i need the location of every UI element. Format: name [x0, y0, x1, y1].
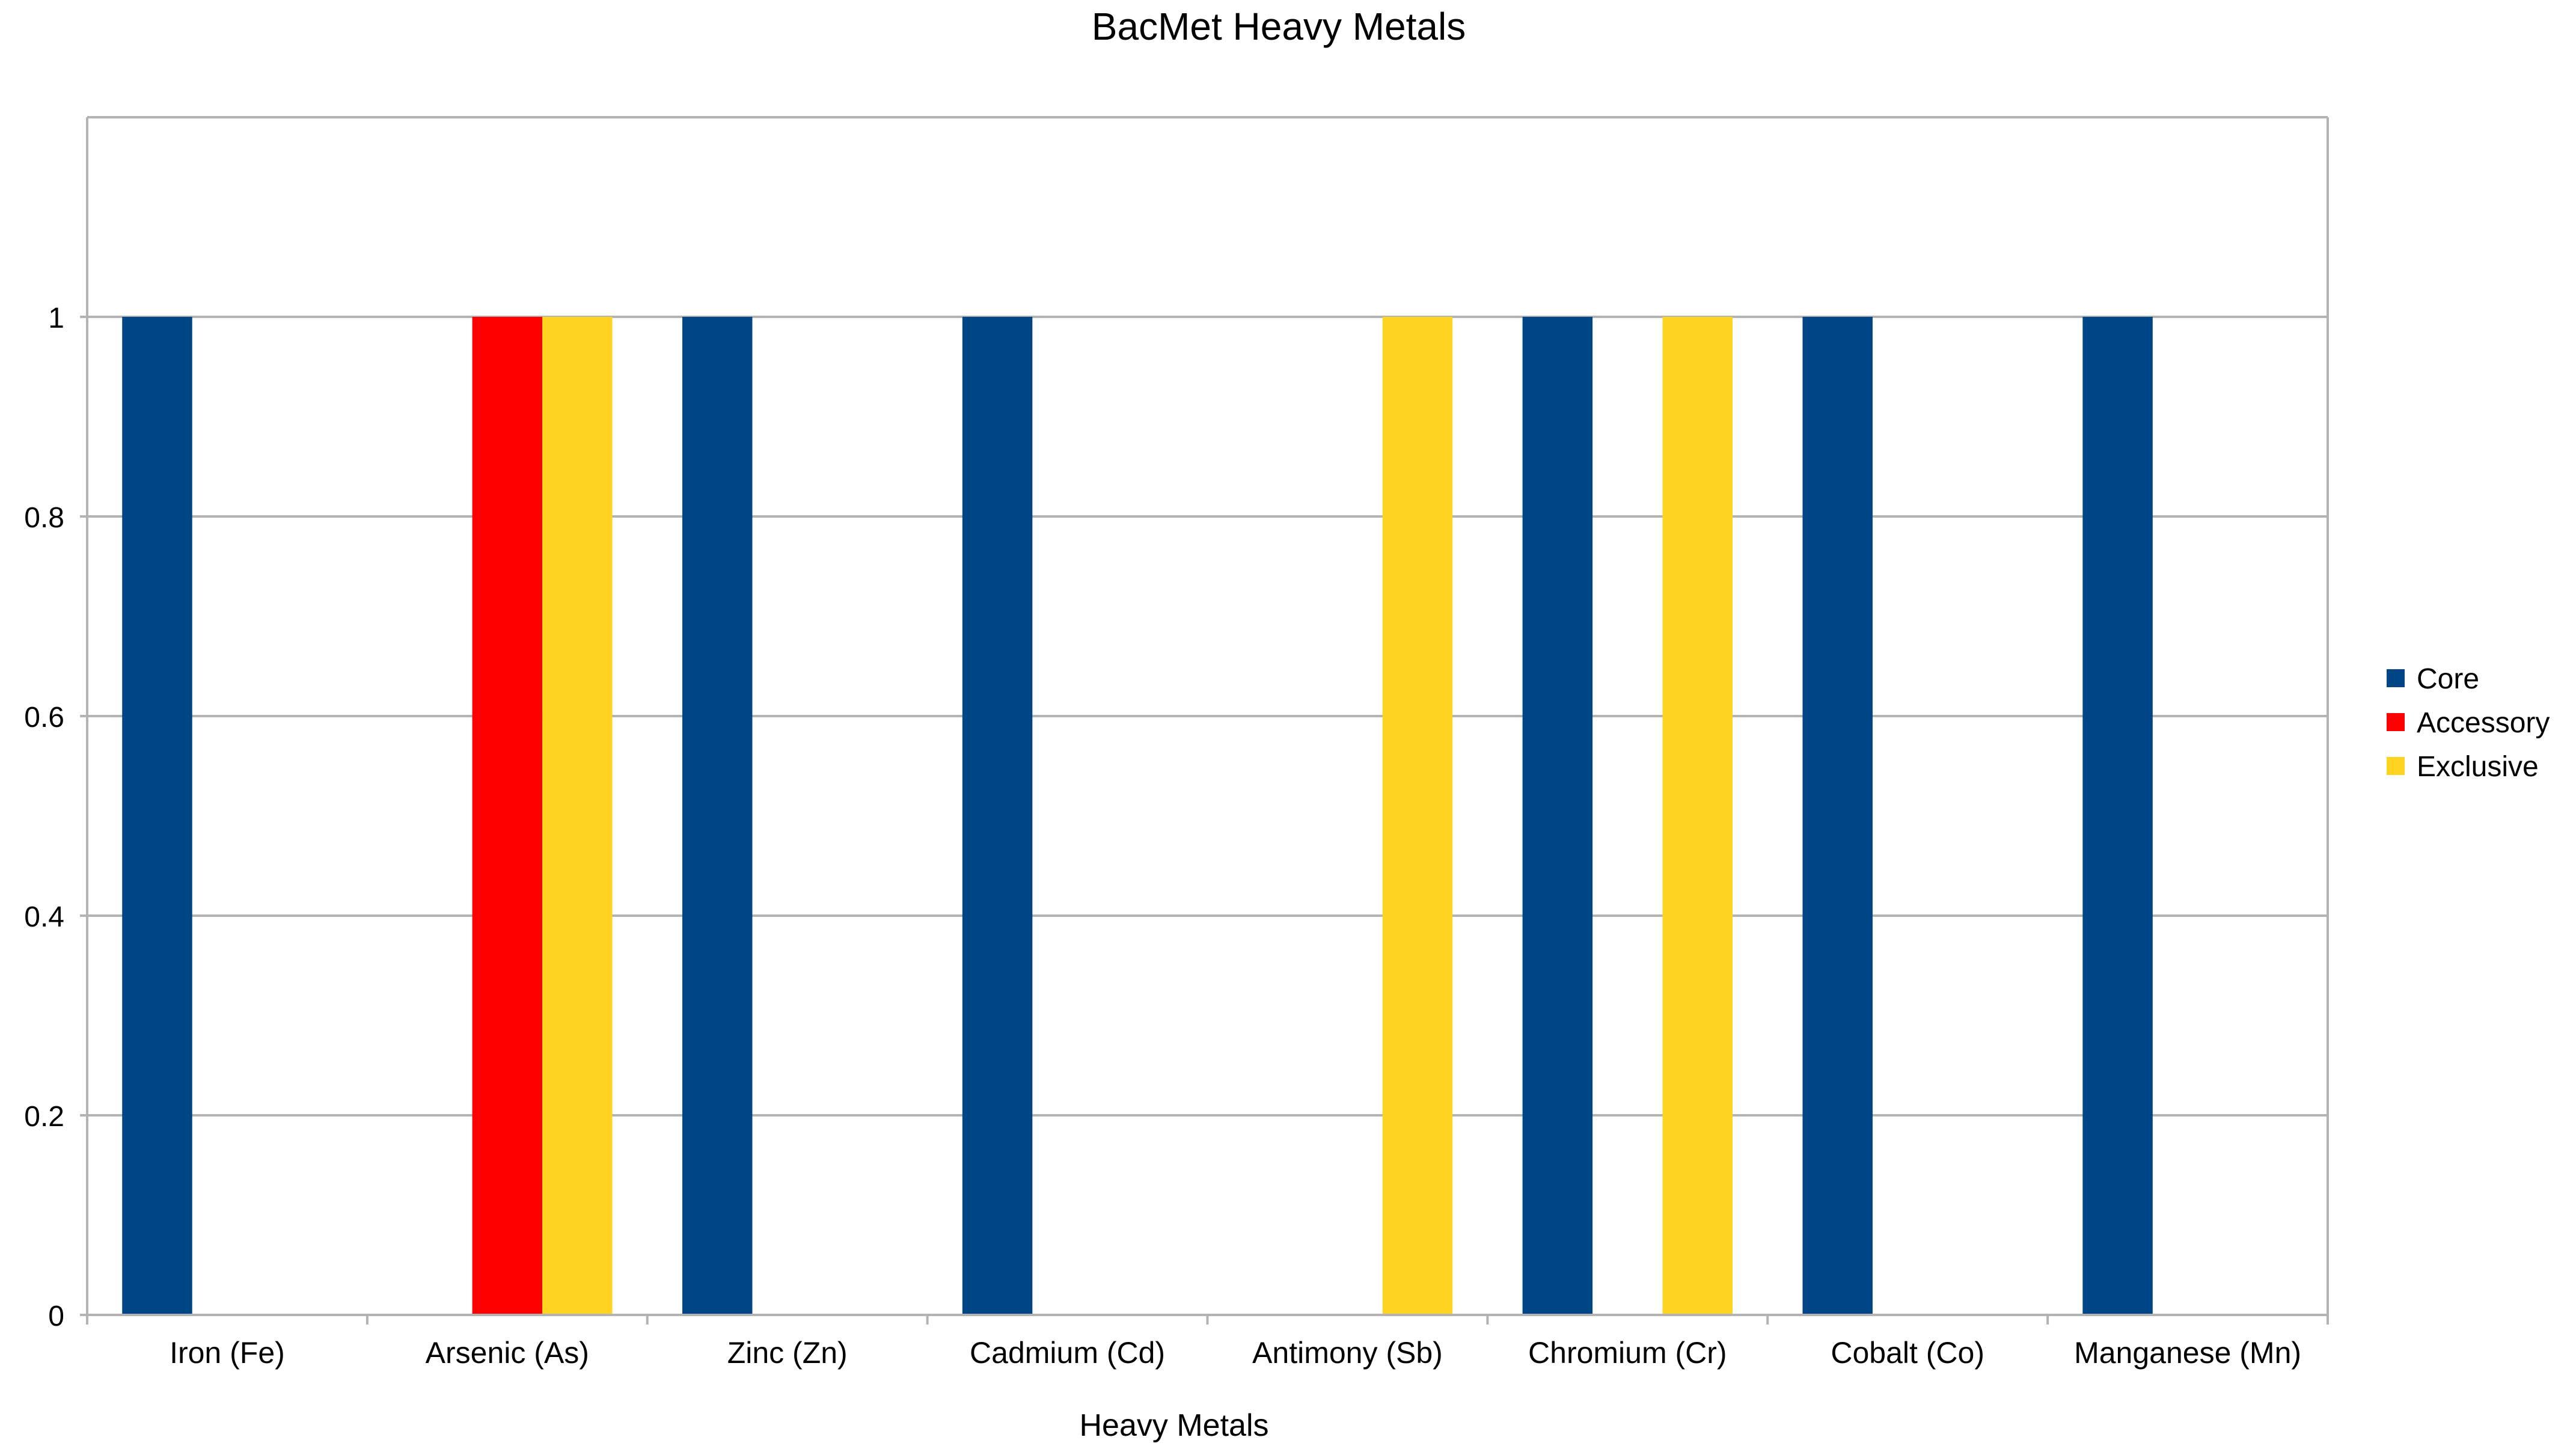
bar-core-1 [122, 317, 192, 1315]
bar-exclusive-2 [542, 317, 613, 1315]
legend-item-core: Core [2387, 663, 2479, 695]
axes [80, 117, 2329, 1325]
x-tick-label: Chromium (Cr) [1528, 1336, 1727, 1370]
bars [122, 317, 2153, 1315]
bar-accessory-2 [472, 317, 543, 1315]
x-tick-label: Manganese (Mn) [2074, 1336, 2301, 1370]
legend: Core Accessory Exclusive [2387, 663, 2550, 783]
legend-label: Accessory [2417, 707, 2550, 739]
y-tick-label: 0.8 [24, 502, 64, 534]
y-tick-label: 0.6 [24, 702, 64, 734]
x-tick-label: Iron (Fe) [170, 1336, 285, 1370]
legend-label: Core [2417, 663, 2479, 695]
y-tick-label: 1 [48, 302, 64, 334]
bar-core-7 [1802, 317, 1873, 1315]
bar-core-8 [2082, 317, 2153, 1315]
legend-swatch [2387, 669, 2405, 687]
legend-swatch [2387, 757, 2405, 775]
x-axis-title: Heavy Metals [1080, 1408, 1269, 1443]
bar-exclusive-5 [1382, 317, 1453, 1315]
y-tick-label: 0.2 [24, 1101, 64, 1133]
bar-core-3 [682, 317, 753, 1315]
y-axis-tick-labels: 0 0.2 0.4 0.6 0.8 1 [24, 302, 64, 1332]
legend-swatch [2387, 713, 2405, 731]
bar-exclusive-6 [1662, 317, 1733, 1315]
y-tick-label: 0 [48, 1300, 64, 1332]
x-tick-label: Cadmium (Cd) [970, 1336, 1165, 1370]
chart-title: BacMet Heavy Metals [1092, 5, 1466, 48]
y-tick-label: 0.4 [24, 901, 64, 933]
x-tick-label: Cobalt (Co) [1831, 1336, 1984, 1370]
x-tick-label: Antimony (Sb) [1252, 1336, 1443, 1370]
legend-item-accessory: Accessory [2387, 707, 2550, 739]
legend-item-exclusive: Exclusive [2387, 751, 2539, 783]
x-axis-tick-labels: Iron (Fe) Arsenic (As) Zinc (Zn) Cadmium (C… [170, 1336, 2301, 1370]
x-tick-label: Arsenic (As) [426, 1336, 589, 1370]
legend-label: Exclusive [2417, 751, 2539, 783]
bar-core-4 [962, 317, 1033, 1315]
x-tick-label: Zinc (Zn) [727, 1336, 848, 1370]
bar-core-6 [1522, 317, 1593, 1315]
